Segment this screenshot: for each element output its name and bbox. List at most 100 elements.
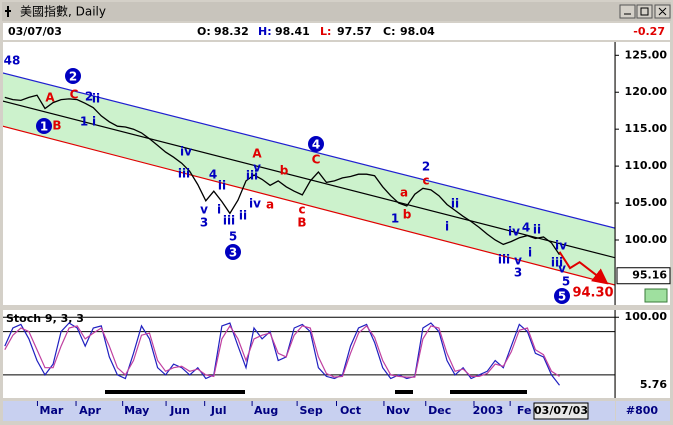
wave-label: v	[558, 262, 566, 276]
status-icon[interactable]	[644, 288, 668, 303]
price-marker: 95.16	[632, 269, 667, 282]
channel-line	[3, 72, 615, 229]
time-axis	[3, 401, 615, 421]
x-tick-label: Dec	[428, 404, 451, 417]
wave-marker	[308, 136, 324, 152]
price-line	[4, 94, 561, 256]
wave-label: v	[200, 203, 208, 217]
wave-label: b	[403, 208, 412, 222]
wave-label: c	[298, 203, 305, 217]
stoch-pane	[3, 310, 615, 398]
wave-marker	[65, 68, 81, 84]
wave-label: i	[92, 115, 96, 129]
ohlc-label: O:	[197, 25, 211, 38]
stoch-last-value: 5.76	[640, 378, 667, 391]
window-buttons[interactable]	[619, 4, 671, 19]
price-marker-box	[616, 267, 671, 285]
x-tick-label: Sep	[299, 404, 322, 417]
x-tick-label: Aug	[254, 404, 278, 417]
button-glyphs	[624, 7, 667, 16]
app-icon	[5, 6, 11, 17]
window-title: 美國指數, Daily	[20, 4, 106, 19]
info-bar	[3, 23, 670, 40]
wave-label: iv	[180, 145, 192, 159]
x-tick-label: Jun	[169, 404, 190, 417]
maximize-button[interactable]	[636, 4, 653, 19]
projection-target: 94.30	[572, 286, 613, 301]
wave-label: iii	[178, 167, 190, 181]
price-change: -0.27	[633, 25, 665, 38]
x-tick-label: Fe	[517, 404, 532, 417]
x-tick-label: Oct	[340, 404, 361, 417]
wave-label: ii	[451, 197, 459, 211]
x-tick-label: May	[124, 404, 149, 417]
ohlc-label: H:	[258, 25, 272, 38]
wave-label: A	[45, 91, 55, 105]
wave-label: ii	[218, 179, 226, 193]
ohlc-label: L:	[320, 25, 331, 38]
minimize-button[interactable]	[619, 4, 636, 19]
wave-label: 2	[85, 90, 93, 104]
wave-label: 4	[522, 221, 530, 235]
wave-label: ii	[533, 223, 541, 237]
wave-label: iii	[246, 169, 258, 183]
title-bar	[2, 2, 671, 21]
wave-marker	[225, 244, 241, 260]
wave-label: iv	[555, 239, 567, 253]
wave-label: v	[514, 254, 522, 268]
wave-label: 4	[312, 138, 320, 152]
date-box[interactable]	[533, 402, 589, 420]
stoch-title: Stoch 9, 3, 3	[6, 312, 84, 325]
wave-label: b	[280, 164, 289, 178]
wave-label: A	[252, 147, 262, 161]
wave-label: 5	[558, 290, 566, 304]
wave-label: ii	[239, 209, 247, 223]
x-tick-label: Jul	[210, 404, 227, 417]
wave-label: C	[70, 88, 79, 102]
stoch-plot	[3, 322, 615, 386]
ohlc-label: C:	[383, 25, 395, 38]
x-tick-label: Mar	[40, 404, 64, 417]
wave-label: i	[445, 220, 449, 234]
wave-label: 5	[229, 230, 237, 244]
wave-marker	[554, 288, 570, 304]
wave-label: 5	[562, 275, 570, 289]
wave-label: 3	[200, 216, 208, 230]
wave-label: 1	[80, 115, 88, 129]
y-tick-label: 120.00	[625, 85, 668, 98]
price-axis	[616, 42, 670, 305]
wave-label: v	[253, 161, 261, 175]
wave-label: iii	[223, 214, 235, 228]
time-axis-corner	[616, 401, 670, 421]
wave-label: i	[528, 246, 532, 260]
wave-label: 3	[514, 266, 522, 280]
wave-label: B	[52, 119, 61, 133]
x-tick-label: Nov	[386, 404, 411, 417]
wave-label: i	[217, 203, 221, 217]
channel-line	[3, 100, 615, 259]
wave-label: iv	[508, 225, 520, 239]
y-tick-label: 125.00	[625, 48, 668, 61]
wave-label: 2	[69, 70, 77, 84]
y-tick-label: 105.00	[625, 196, 668, 209]
wave-label: c	[422, 174, 429, 188]
x-tick-label: Apr	[79, 404, 101, 417]
projection-line	[558, 251, 609, 285]
wave-label: a	[266, 198, 274, 212]
wave-label: a	[400, 186, 408, 200]
stoch-axis	[616, 310, 670, 398]
wave-label: iv	[249, 197, 261, 211]
y-tick-label: 115.00	[625, 122, 668, 135]
ohlc-value: 98.04	[400, 25, 435, 38]
info-date: 03/07/03	[8, 25, 62, 38]
stoch-line	[4, 324, 560, 378]
wave-label: 48	[4, 54, 21, 68]
y-tick-label: 110.00	[625, 159, 668, 172]
y-tick-label: 100.00	[625, 310, 668, 323]
y-tick-label: 100.00	[625, 233, 668, 246]
price-plot	[3, 72, 615, 286]
wave-label: 3	[229, 246, 237, 260]
date-box-text: 03/07/03	[534, 404, 588, 417]
wave-label: 4	[209, 168, 217, 182]
